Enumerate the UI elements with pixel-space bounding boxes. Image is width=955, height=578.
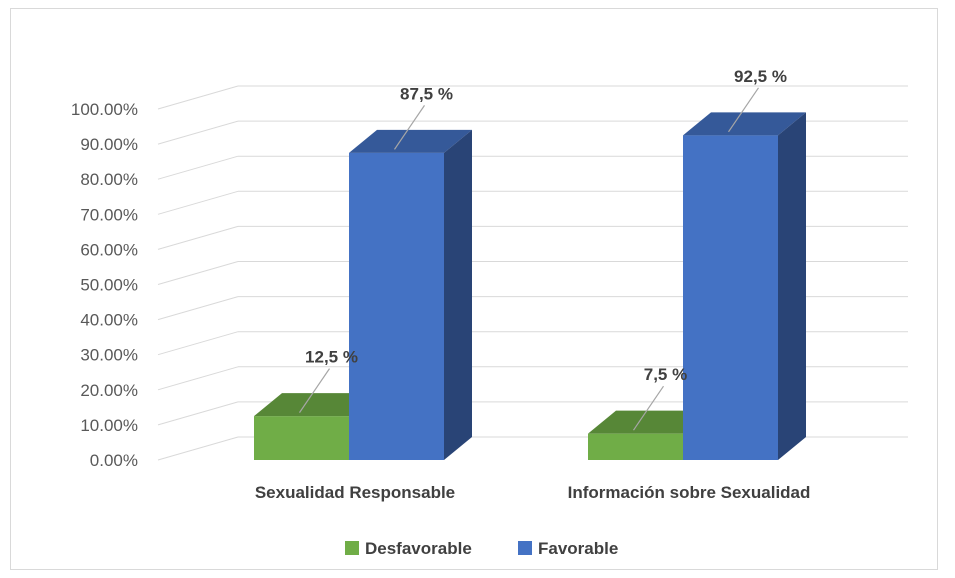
y-tick-label: 40.00% bbox=[80, 311, 138, 330]
gridline-side bbox=[157, 190, 239, 215]
y-tick-label: 20.00% bbox=[80, 381, 138, 400]
gridline-side bbox=[157, 366, 239, 391]
bar-top-favorable bbox=[349, 129, 472, 153]
leader-line bbox=[633, 385, 664, 431]
y-tick-label: 30.00% bbox=[80, 346, 138, 365]
gridline-side bbox=[157, 331, 239, 356]
bar-top-favorable bbox=[683, 112, 806, 136]
data-label: 12,5 % bbox=[305, 348, 358, 367]
leader-line bbox=[394, 105, 425, 150]
y-tick-label: 90.00% bbox=[80, 135, 138, 154]
gridline-side bbox=[157, 85, 239, 110]
gridline-side bbox=[157, 155, 239, 180]
legend-label: Desfavorable bbox=[365, 539, 472, 558]
bars bbox=[254, 112, 806, 460]
bar-front-favorable bbox=[349, 152, 444, 460]
category-label: Sexualidad Responsable bbox=[255, 483, 455, 502]
gridline-side bbox=[157, 225, 239, 250]
y-tick-label: 70.00% bbox=[80, 205, 138, 224]
legend-label: Favorable bbox=[538, 539, 618, 558]
bar-top-desfavorable bbox=[254, 393, 377, 417]
bar-front-desfavorable bbox=[588, 433, 683, 460]
data-label: 92,5 % bbox=[734, 67, 787, 86]
x-axis-categories: Sexualidad Responsable Información sobre … bbox=[255, 483, 811, 502]
y-tick-label: 50.00% bbox=[80, 276, 138, 295]
legend: Desfavorable Favorable bbox=[345, 539, 618, 558]
bar-side-favorable bbox=[778, 112, 806, 460]
gridline-side bbox=[157, 436, 239, 461]
y-axis-ticks: 0.00% 10.00% 20.00% 30.00% 40.00% 50.00% 60.00… bbox=[71, 100, 138, 470]
y-tick-label: 100.00% bbox=[71, 100, 138, 119]
y-tick-label: 60.00% bbox=[80, 240, 138, 259]
gridline-side bbox=[157, 296, 239, 321]
data-label: 87,5 % bbox=[400, 84, 453, 103]
category-label: Información sobre Sexualidad bbox=[568, 483, 811, 502]
data-labels: 12,5 % 87,5 % 7,5 % 92,5 % bbox=[299, 67, 787, 431]
gridline-side bbox=[157, 261, 239, 285]
y-tick-label: 0.00% bbox=[90, 451, 138, 470]
gridline-side bbox=[157, 401, 239, 426]
bar-side-favorable bbox=[444, 129, 472, 460]
bar-front-desfavorable bbox=[254, 416, 349, 460]
legend-swatch-desfavorable bbox=[345, 541, 359, 555]
y-tick-label: 10.00% bbox=[80, 416, 138, 435]
leader-line bbox=[728, 87, 759, 133]
bar-front-favorable bbox=[683, 135, 778, 460]
leader-line bbox=[299, 368, 330, 413]
legend-swatch-favorable bbox=[518, 541, 532, 555]
gridline-side bbox=[157, 120, 239, 145]
y-tick-label: 80.00% bbox=[80, 170, 138, 189]
bar-top-desfavorable bbox=[588, 410, 711, 434]
data-label: 7,5 % bbox=[644, 365, 687, 384]
